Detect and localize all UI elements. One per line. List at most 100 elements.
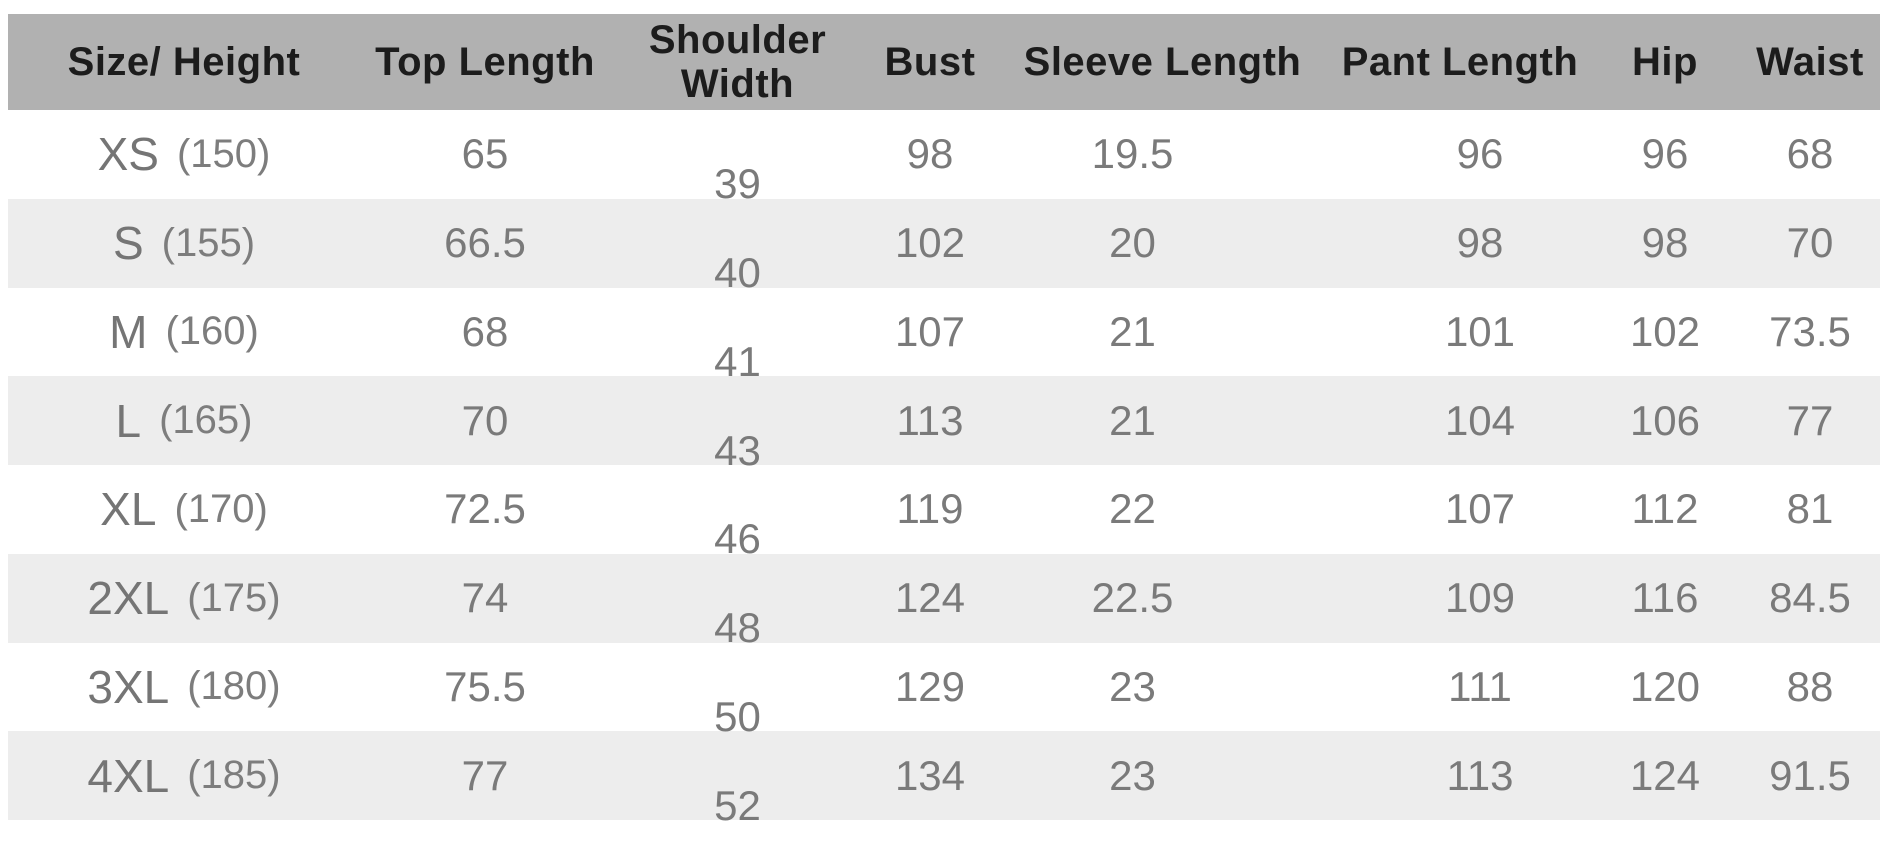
cell-pant-length: 113 [1446, 751, 1514, 799]
table-row: S (155) 66.5 40 102 20 98 98 70 [8, 198, 1880, 296]
cell-sleeve-length: 22 [1109, 485, 1156, 533]
cell-hip: 116 [1631, 574, 1699, 622]
size-height: (160) [165, 309, 259, 354]
cell-waist: 70 [1786, 219, 1834, 267]
cell-top-length: 75.5 [444, 662, 526, 710]
cell-shoulder-width: 48 [714, 604, 761, 652]
size-code: XL [100, 483, 157, 536]
cell-bust: 124 [894, 574, 966, 622]
cell-pant-length: 107 [1444, 485, 1516, 533]
table-row: XL (170) 72.5 46 119 22 107 112 81 [8, 465, 1880, 562]
cell-waist: 68 [1786, 130, 1834, 178]
table-row: L (165) 70 43 113 21 104 106 77 [8, 376, 1880, 474]
cell-bust: 119 [896, 485, 964, 533]
size-code: 4XL [87, 749, 170, 802]
table-body: XS (150) 65 39 98 19.5 96 96 68 S (155) … [8, 110, 1880, 829]
cell-size: XL (170) [8, 465, 360, 554]
header-pant-length: Pant Length [1341, 40, 1579, 84]
size-height: (185) [187, 753, 281, 798]
header-waist: Waist [1756, 40, 1864, 84]
header-size-height: Size/ Height [67, 40, 301, 84]
cell-bust: 134 [894, 751, 966, 799]
size-code: L [115, 394, 142, 447]
cell-size: 2XL (175) [8, 554, 360, 643]
cell-size: XS (150) [8, 110, 360, 199]
cell-top-length: 68 [461, 307, 509, 355]
cell-waist: 73.5 [1769, 307, 1851, 355]
cell-bust: 102 [894, 219, 966, 267]
table-row: 3XL (180) 75.5 50 129 23 111 120 88 [8, 642, 1880, 740]
cell-waist: 88 [1786, 662, 1834, 710]
cell-waist: 84.5 [1769, 574, 1851, 622]
header-shoulder-width: Shoulder Width [648, 18, 827, 106]
cell-top-length: 77 [461, 751, 509, 799]
cell-pant-length: 96 [1456, 130, 1504, 178]
cell-hip: 96 [1641, 130, 1689, 178]
size-code: M [109, 305, 148, 358]
cell-size: 3XL (180) [8, 643, 360, 732]
cell-waist: 81 [1786, 485, 1834, 533]
size-code: 2XL [87, 572, 170, 625]
table-header-row: Size/ Height Top Length Shoulder Width B… [8, 14, 1880, 110]
cell-size: L (165) [8, 376, 360, 465]
cell-waist: 91.5 [1769, 751, 1851, 799]
cell-shoulder-width: 41 [714, 337, 761, 385]
size-height: (150) [176, 131, 271, 176]
table-row: XS (150) 65 39 98 19.5 96 96 68 [8, 110, 1880, 207]
header-top-length: Top Length [375, 40, 595, 84]
cell-top-length: 72.5 [444, 485, 526, 533]
table-row: M (160) 68 41 107 21 101 102 73.5 [8, 287, 1880, 385]
cell-hip: 106 [1629, 396, 1701, 444]
cell-size: 4XL (185) [8, 731, 360, 820]
cell-size: M (160) [8, 288, 360, 377]
cell-hip: 120 [1629, 662, 1701, 710]
size-height: (175) [187, 575, 281, 620]
table-row: 2XL (175) 74 48 124 22.5 109 116 84.5 [8, 553, 1880, 651]
cell-bust: 129 [894, 662, 966, 710]
cell-hip: 124 [1629, 751, 1701, 799]
cell-bust: 107 [894, 307, 966, 355]
header-bust: Bust [884, 40, 976, 84]
cell-shoulder-width: 40 [714, 249, 761, 297]
cell-sleeve-length: 21 [1109, 307, 1156, 355]
cell-top-length: 65 [461, 130, 509, 178]
table-row: 4XL (185) 77 52 134 23 113 124 91.5 [8, 731, 1880, 829]
header-hip: Hip [1632, 40, 1698, 84]
cell-shoulder-width: 50 [714, 692, 761, 740]
cell-shoulder-width: 52 [714, 781, 761, 829]
size-height: (170) [174, 486, 268, 531]
cell-top-length: 66.5 [444, 219, 526, 267]
size-code: XS [97, 128, 159, 181]
size-height: (180) [187, 664, 281, 709]
cell-pant-length: 101 [1444, 307, 1516, 355]
cell-sleeve-length: 22.5 [1091, 574, 1174, 622]
cell-waist: 77 [1786, 396, 1834, 444]
cell-top-length: 74 [461, 574, 509, 622]
cell-pant-length: 109 [1444, 574, 1516, 622]
cell-shoulder-width: 39 [714, 160, 761, 208]
size-height: (155) [161, 220, 256, 265]
cell-sleeve-length: 20 [1109, 219, 1156, 267]
cell-size: S (155) [8, 199, 360, 288]
cell-shoulder-width: 43 [714, 426, 761, 474]
cell-bust: 113 [896, 396, 964, 444]
cell-pant-length: 111 [1448, 662, 1512, 710]
header-sleeve-length: Sleeve Length [1023, 40, 1302, 84]
cell-pant-length: 98 [1456, 219, 1504, 267]
cell-hip: 102 [1629, 307, 1701, 355]
cell-hip: 112 [1631, 485, 1699, 533]
size-chart-table: Size/ Height Top Length Shoulder Width B… [8, 14, 1880, 829]
cell-sleeve-length: 23 [1109, 751, 1156, 799]
cell-sleeve-length: 23 [1109, 662, 1156, 710]
size-height: (165) [159, 398, 253, 443]
cell-pant-length: 104 [1444, 396, 1516, 444]
cell-shoulder-width: 46 [714, 515, 761, 563]
size-code: 3XL [87, 660, 170, 713]
cell-sleeve-length: 19.5 [1091, 130, 1174, 178]
size-code: S [112, 217, 144, 270]
cell-sleeve-length: 21 [1109, 396, 1156, 444]
cell-bust: 98 [906, 130, 954, 178]
cell-hip: 98 [1641, 219, 1689, 267]
cell-top-length: 70 [461, 396, 509, 444]
